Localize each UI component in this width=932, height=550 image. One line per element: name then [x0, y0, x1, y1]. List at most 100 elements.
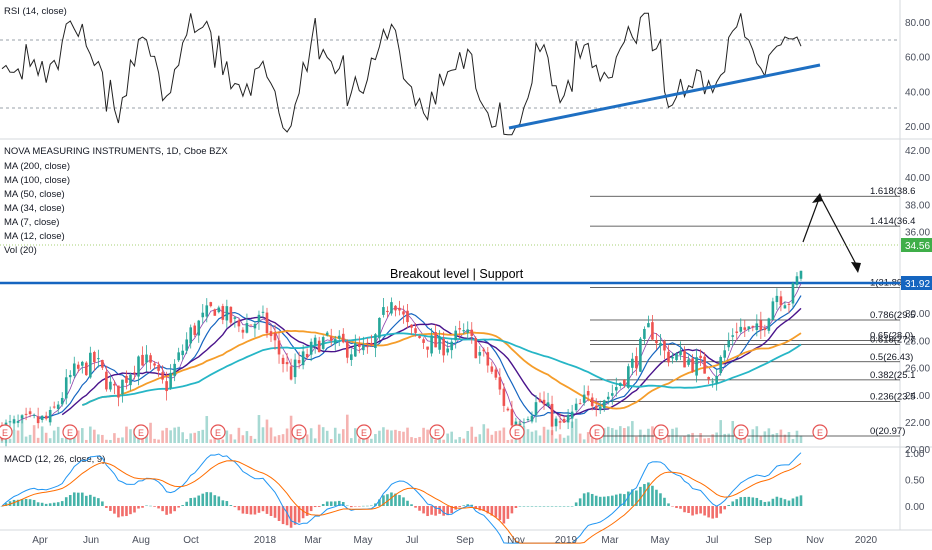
macd-histogram-bar	[707, 506, 710, 518]
macd-histogram-bar	[434, 506, 437, 516]
candle-body	[410, 324, 413, 328]
candle-body	[181, 350, 184, 356]
macd-histogram-bar	[217, 496, 221, 506]
macd-histogram-bar	[121, 506, 124, 517]
price-scale-area[interactable]	[900, 0, 932, 530]
candle-body	[578, 403, 582, 405]
candle-body	[105, 371, 108, 390]
candle-body	[542, 399, 546, 405]
macd-histogram-bar	[181, 505, 184, 506]
macd-histogram-bar	[241, 506, 245, 514]
volume-bar	[719, 420, 722, 443]
volume-bar	[534, 430, 538, 443]
rsi-line	[1, 12, 802, 136]
macd-histogram-bar	[442, 506, 445, 516]
candle-body	[546, 402, 550, 407]
indicator-volume[interactable]: Vol (20)	[4, 245, 37, 256]
candle-body	[570, 411, 574, 419]
macd-histogram-bar	[177, 506, 180, 508]
volume-bar	[313, 438, 317, 443]
indicator-ma200[interactable]: MA (200, close)	[4, 161, 70, 172]
time-axis-label: May	[651, 535, 670, 546]
macd-histogram-bar	[101, 501, 104, 506]
volume-bar	[321, 427, 325, 443]
volume-bar	[458, 437, 462, 443]
volume-bar	[643, 434, 646, 443]
macd-histogram-bar	[627, 491, 630, 506]
candle-body	[121, 379, 124, 395]
indicator-ma34[interactable]: MA (34, close)	[4, 203, 65, 214]
candlesticks	[0, 270, 803, 447]
price-tick-label: 22.00	[905, 418, 930, 429]
macd-histogram-bar	[546, 506, 550, 507]
candle-body	[398, 307, 401, 311]
candle-body	[281, 357, 285, 364]
candle-body	[655, 340, 658, 344]
volume-bar	[354, 428, 357, 443]
time-axis-label: Jul	[706, 535, 719, 546]
macd-histogram-bar	[502, 506, 506, 524]
candle-body	[12, 419, 16, 424]
volume-bar	[185, 439, 188, 443]
candle-body	[414, 328, 417, 333]
volume-bar	[309, 428, 313, 443]
rsi-trendline[interactable]	[508, 63, 821, 130]
volume-bar	[623, 428, 626, 443]
candle-body	[602, 400, 606, 409]
indicator-ma12[interactable]: MA (12, close)	[4, 231, 65, 242]
macd-histogram-bar	[530, 506, 534, 507]
volume-bar	[578, 433, 582, 443]
earnings-marker-label: E	[361, 428, 367, 438]
macd-histogram-bar	[257, 506, 261, 513]
macd-histogram-bar	[687, 506, 690, 514]
price-pane[interactable]: 42.00 40.00 38.00 36.00 30.00 28.00 26.00 24.00…	[0, 146, 932, 456]
earnings-marker	[733, 424, 749, 440]
volume-bar	[289, 415, 293, 443]
time-axis[interactable]: Apr Jun Aug Oct 2018 Mar May Jul Sep Nov 2019 Mar Ma…	[32, 535, 877, 546]
indicator-ma7[interactable]: MA (7, close)	[4, 217, 59, 228]
macd-histogram-bar	[305, 506, 309, 516]
ma-7-line	[17, 283, 802, 424]
candle-body	[354, 343, 357, 357]
candle-body	[594, 405, 598, 409]
indicator-ma50[interactable]: MA (50, close)	[4, 189, 65, 200]
rsi-pane[interactable]: RSI (14, close) 80.00 60.00 40.00 20.00	[0, 6, 930, 136]
candle-body	[767, 318, 771, 331]
indicator-ma100[interactable]: MA (100, close)	[4, 175, 70, 186]
macd-histogram-bar	[81, 492, 84, 506]
macd-histogram-bar	[791, 498, 795, 506]
volume-bar	[434, 439, 437, 443]
macd-histogram-bar	[651, 485, 654, 506]
macd-histogram-bar	[659, 493, 662, 506]
macd-pane[interactable]: MACD (12, 26, close, 9) 1.00 0.50 0.00	[0, 449, 925, 544]
volume-bar	[574, 418, 578, 443]
macd-histogram-bar	[129, 506, 132, 515]
volume-bar	[229, 434, 233, 443]
candle-body	[60, 397, 64, 405]
macd-histogram-bar	[606, 496, 610, 506]
earnings-marker-label: E	[2, 428, 8, 438]
candle-body	[225, 306, 229, 321]
macd-histogram-bar	[245, 506, 249, 514]
macd-histogram-bar	[703, 506, 706, 516]
volume-bar	[731, 421, 735, 443]
candle-body	[72, 363, 76, 376]
macd-histogram-bar	[458, 506, 462, 507]
price-tick-label: 36.00	[905, 228, 930, 239]
macd-histogram-bar	[0, 506, 4, 507]
macd-histogram-bar	[161, 506, 164, 512]
candle-body	[257, 314, 261, 322]
fibonacci-levels[interactable]: 1.618(38.61.414(36.41(31.89)0.786(29.50.…	[590, 186, 915, 437]
candle-body	[185, 339, 188, 351]
volume-bar	[703, 438, 706, 443]
candle-body	[36, 416, 40, 424]
macd-histogram-bar	[675, 506, 678, 509]
candle-body	[129, 374, 132, 386]
macd-histogram-bar	[779, 497, 783, 506]
candle-body	[639, 338, 642, 372]
volume-bar	[382, 427, 385, 443]
macd-histogram-bar	[610, 495, 614, 506]
candle-body	[506, 408, 510, 411]
